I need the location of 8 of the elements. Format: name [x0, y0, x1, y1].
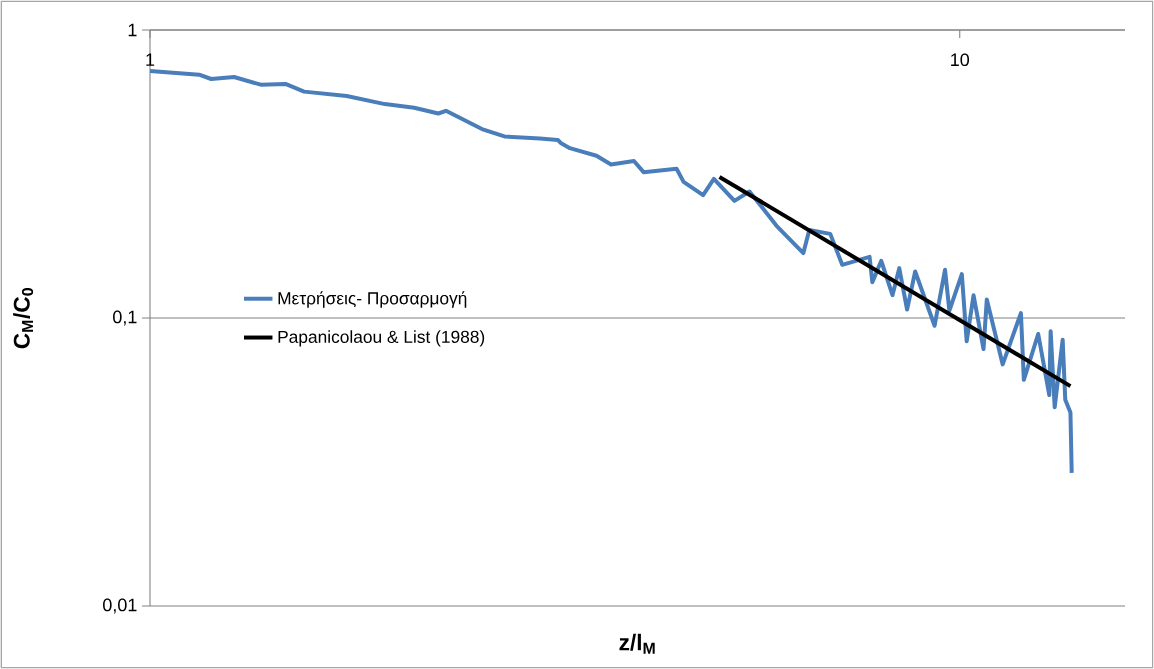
y-axis-title: C$_{M}$/C$_{0}$ [13, 288, 34, 349]
legend-label: Papanicolaou & List (1988) [278, 330, 485, 347]
y-tick-label: 0,1 [113, 310, 137, 326]
x-tick-label: 10 [951, 53, 970, 67]
y-tick-label: 0,01 [103, 598, 137, 614]
x-axis-title: z/l$_{M}$ [619, 633, 655, 654]
y-tick-label: 1 [128, 23, 137, 37]
legend-label: Μετρήσεις- Προσαρμογή [278, 291, 467, 308]
